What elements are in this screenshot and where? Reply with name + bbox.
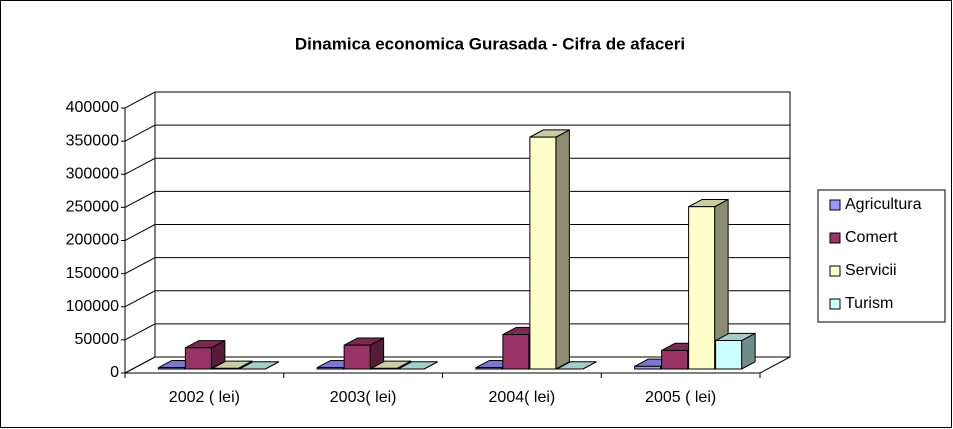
x-tick-label: 2002 ( lei): [169, 389, 240, 406]
legend-label: Servicii: [845, 262, 897, 279]
x-tick-label: 2005 ( lei): [645, 389, 716, 406]
bar-front: [688, 206, 716, 370]
bar-front: [475, 367, 503, 370]
bar: [239, 361, 280, 370]
legend-swatch: [829, 265, 841, 277]
grid-line: [124, 257, 790, 275]
y-tick-label: 400000: [66, 99, 119, 116]
y-tick-label: 200000: [66, 232, 119, 249]
grid-line: [124, 91, 790, 109]
grid-line: [124, 224, 790, 241]
bar-front: [157, 367, 185, 370]
bar: [343, 337, 385, 370]
bar-front: [529, 136, 557, 370]
bar-front: [661, 349, 689, 370]
bar: [715, 332, 756, 370]
bar-front: [370, 367, 398, 370]
bar-front: [502, 334, 530, 370]
y-tick-label: 50000: [75, 331, 120, 348]
bar: [397, 361, 438, 370]
bar-front: [715, 340, 743, 370]
bar-front: [343, 344, 371, 370]
y-tick-label: 100000: [66, 298, 119, 315]
bar: [688, 198, 729, 370]
bar-front: [211, 367, 239, 370]
y-tick-label: 300000: [66, 165, 119, 182]
legend-swatch: [829, 232, 841, 244]
chart-title: Dinamica economica Gurasada - Cifra de a…: [295, 34, 685, 53]
grid-line: [124, 290, 790, 308]
grid-line: [124, 323, 790, 341]
grid-line: [124, 356, 790, 374]
y-tick-label: 250000: [66, 199, 119, 216]
bar: [211, 360, 253, 370]
bar-front: [184, 347, 212, 370]
bar-top: [556, 361, 597, 370]
y-tick-label: 350000: [66, 132, 119, 149]
grid-line: [124, 157, 790, 175]
grid-line: [124, 190, 790, 208]
bar-front: [634, 365, 662, 370]
legend-label: Comert: [845, 229, 898, 246]
legend-swatch: [829, 298, 841, 310]
bar-top: [239, 361, 280, 370]
bar: [529, 129, 570, 370]
legend-label: Turism: [845, 295, 893, 312]
x-tick-label: 2004( lei): [489, 389, 556, 406]
bar: [556, 361, 597, 370]
legend-swatch: [829, 199, 841, 211]
bar-side: [555, 129, 570, 370]
bar-top: [397, 361, 438, 370]
bar: [184, 339, 226, 370]
y-tick-label: 0: [110, 364, 119, 381]
bar-front: [316, 367, 344, 370]
legend-label: Agricultura: [845, 196, 922, 213]
y-tick-label: 150000: [66, 265, 119, 282]
x-tick-label: 2003( lei): [330, 389, 397, 406]
grid-line: [124, 124, 790, 142]
